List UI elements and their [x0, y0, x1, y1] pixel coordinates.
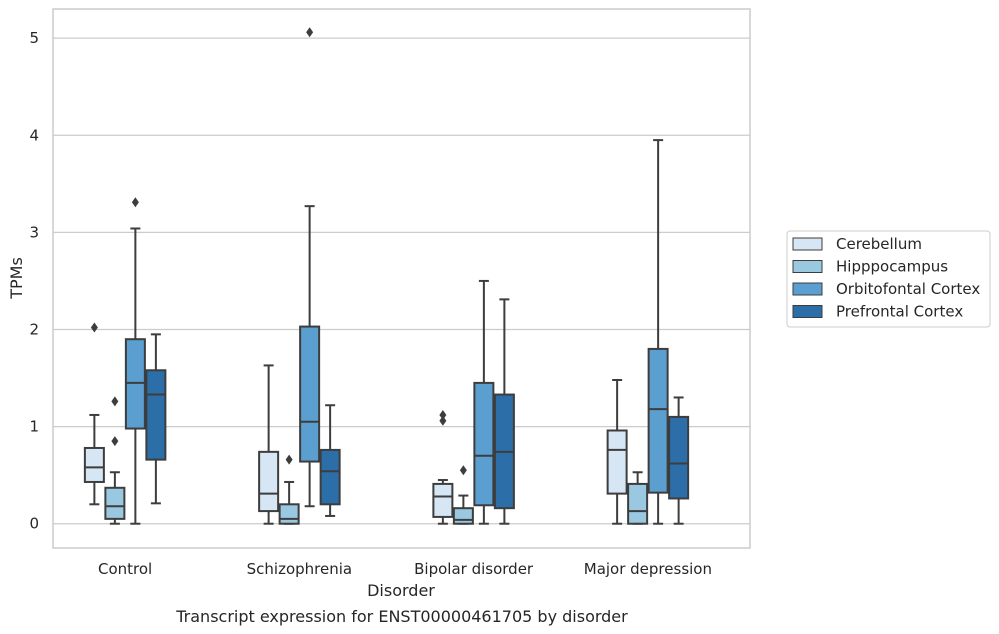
y-tick-label: 4 [29, 126, 39, 144]
y-axis-title: TPMs [7, 257, 26, 300]
box-body [258, 450, 280, 513]
box-body [145, 369, 167, 461]
legend-swatch [792, 237, 823, 251]
box [668, 396, 690, 525]
x-tick-labels: Control Schizophrenia Bipolar disorder Majo… [98, 560, 712, 578]
series-prefrontal-cortex [145, 298, 690, 525]
legend-label: Prefrontal Cortex [836, 303, 963, 321]
box [278, 454, 300, 525]
series-orbitofontal-cortex [124, 27, 669, 525]
outlier-point [111, 436, 119, 447]
box-body [299, 325, 321, 463]
box [104, 396, 126, 525]
box [319, 404, 341, 517]
x-tick-label: Control [98, 560, 152, 578]
box-body [647, 347, 669, 494]
y-tick-label: 0 [29, 515, 39, 533]
box-body [627, 482, 649, 525]
legend-swatch [792, 260, 823, 273]
legend-label: Hipppocampus [836, 258, 948, 276]
y-tick-labels: 0 1 2 3 4 5 [29, 29, 39, 533]
outlier-point [439, 415, 447, 426]
y-tick-label: 2 [29, 320, 39, 338]
box [83, 322, 105, 506]
box [432, 409, 454, 525]
y-tick-label: 1 [29, 418, 39, 436]
legend: Cerebellum Hipppocampus Orbitofontal Corte… [786, 230, 991, 328]
box [647, 139, 669, 525]
x-tick-label: Major depression [584, 560, 712, 578]
box-body [606, 429, 628, 495]
series-hipppocampus [104, 396, 649, 525]
legend-swatch [792, 282, 823, 296]
box-series [83, 27, 690, 525]
plot-area [52, 8, 751, 549]
outlier-point [306, 27, 314, 38]
series-cerebellum [83, 322, 628, 525]
x-tick-label: Schizophrenia [247, 560, 352, 578]
x-axis-title: Disorder [367, 581, 435, 600]
outlier-point [131, 197, 139, 208]
box-body [452, 507, 474, 525]
box-body [473, 381, 495, 507]
box [124, 197, 146, 525]
legend-frame [786, 230, 991, 328]
outlier-point [90, 322, 98, 333]
box [145, 333, 167, 505]
box-body [319, 448, 341, 506]
outlier-point [439, 409, 447, 420]
box-body [432, 482, 454, 518]
box-body [668, 415, 690, 500]
outlier-point [111, 396, 119, 407]
box [299, 27, 321, 508]
box [452, 465, 474, 525]
y-tick-label: 3 [29, 223, 39, 241]
outlier-point [459, 465, 467, 476]
outlier-point [285, 454, 293, 465]
box [258, 364, 280, 525]
y-tick-label: 5 [29, 29, 39, 47]
box [606, 378, 628, 525]
legend-label: Cerebellum [836, 235, 922, 253]
box [493, 298, 515, 525]
box [627, 471, 649, 525]
box-body [278, 503, 300, 525]
legend-swatch [792, 305, 823, 318]
legend-label: Orbitofontal Cortex [836, 280, 980, 298]
figure-caption: Transcript expression for ENST0000046170… [175, 607, 628, 626]
box-body [104, 486, 126, 520]
box [473, 279, 495, 525]
box-body [83, 446, 105, 483]
x-tick-label: Bipolar disorder [414, 560, 534, 578]
